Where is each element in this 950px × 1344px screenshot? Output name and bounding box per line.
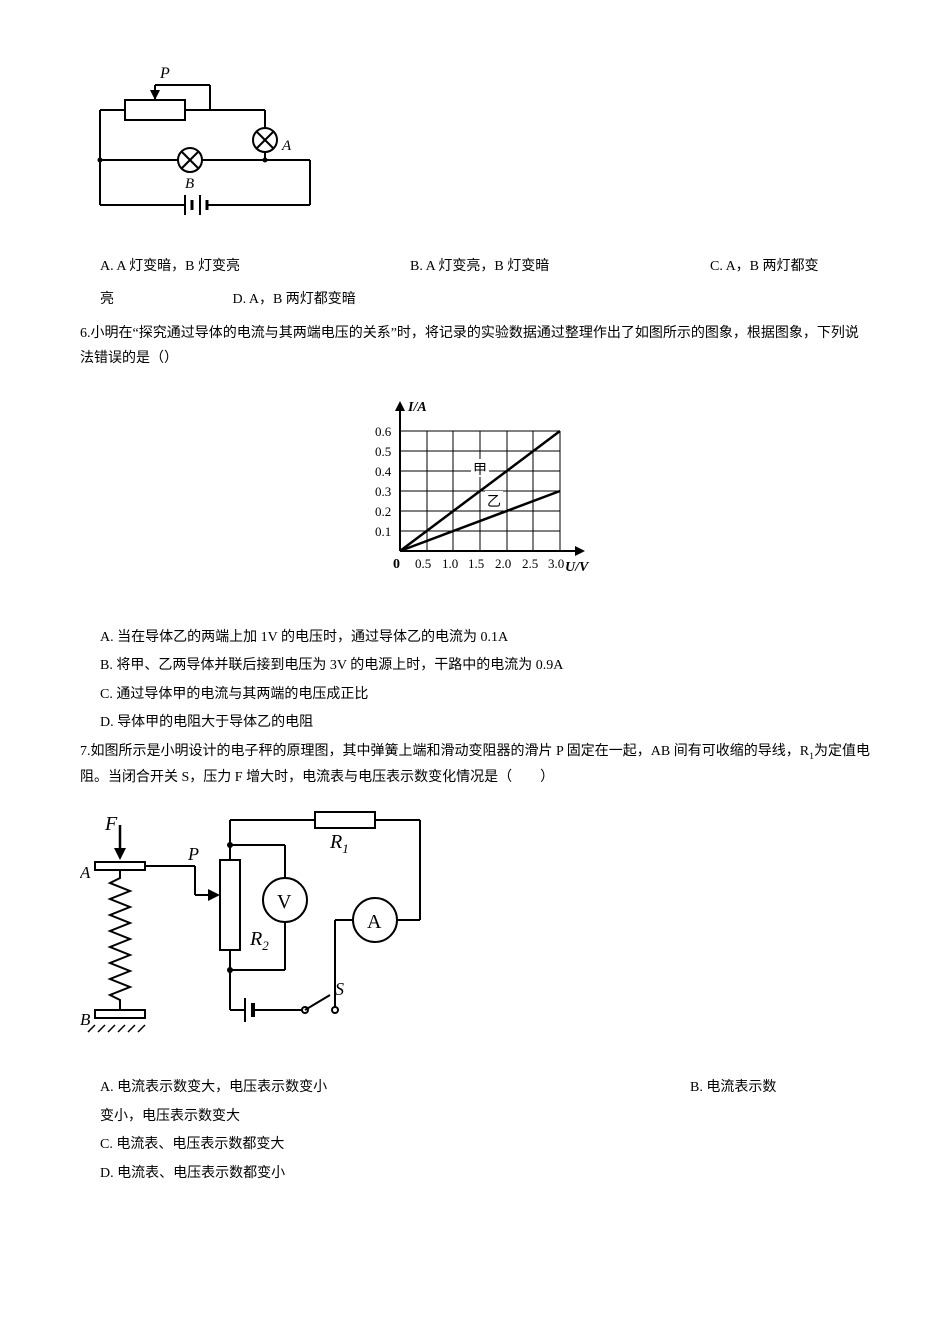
label-a: A <box>281 138 292 154</box>
ytick-2: 0.4 <box>375 464 392 479</box>
q7-text-1: 7.如图所示是小明设计的电子秤的原理图，其中弹簧上端和滑动变阻器的滑片 P 固定… <box>80 744 809 759</box>
q5-option-d: D. A，B 两灯都变暗 <box>233 287 356 312</box>
ytick-1: 0.5 <box>375 444 391 459</box>
label-b2: B <box>80 1010 91 1029</box>
q7-options-row1: A. 电流表示数变大，电压表示数变小 B. 电流表示数 <box>80 1075 870 1100</box>
q7-option-d: D. 电流表、电压表示数都变小 <box>100 1161 870 1186</box>
label-r1: R1 <box>329 831 349 856</box>
circuit-svg: P A B <box>90 60 330 230</box>
q7-circuit-svg: F A B P R1 A <box>80 800 440 1050</box>
ytick-3: 0.3 <box>375 484 391 499</box>
q7-option-a: A. 电流表示数变大，电压表示数变小 <box>100 1075 690 1100</box>
xtick-0: 0.5 <box>415 556 431 571</box>
label-jia: 甲 <box>473 463 487 478</box>
q5-circuit-diagram: P A B <box>90 60 870 239</box>
label-v: V <box>277 891 292 913</box>
xtick-5: 3.0 <box>548 556 564 571</box>
xtick-3: 2.0 <box>495 556 511 571</box>
q5-options-row1: A. A 灯变暗，B 灯变亮 B. A 灯变亮，B 灯变暗 C. A，B 两灯都… <box>80 254 870 279</box>
q5-option-c: C. A，B 两灯都变 <box>710 254 870 279</box>
label-p2: P <box>187 844 199 864</box>
q6-options: A. 当在导体乙的两端上加 1V 的电压时，通过导体乙的电流为 0.1A B. … <box>80 625 870 735</box>
q5-option-c-cont: 亮 <box>100 287 114 312</box>
chart-xlabel: U/V <box>565 560 590 575</box>
q7-circuit-diagram: F A B P R1 A <box>80 800 870 1059</box>
label-s: S <box>335 979 344 999</box>
q6-chart-svg: I/A U/V 0 0.6 0.5 0.4 0.3 0.2 0.1 0.5 1.… <box>345 396 605 586</box>
label-p: P <box>159 65 170 82</box>
xtick-2: 1.5 <box>468 556 484 571</box>
q6-option-a: A. 当在导体乙的两端上加 1V 的电压时，通过导体乙的电流为 0.1A <box>100 625 870 650</box>
q7-option-c: C. 电流表、电压表示数都变大 <box>80 1132 870 1157</box>
q6-option-d: D. 导体甲的电阻大于导体乙的电阻 <box>100 710 870 735</box>
q6-chart-container: I/A U/V 0 0.6 0.5 0.4 0.3 0.2 0.1 0.5 1.… <box>80 396 870 595</box>
q7-option-d-wrap: D. 电流表、电压表示数都变小 <box>80 1161 870 1186</box>
xtick-4: 2.5 <box>522 556 538 571</box>
label-yi: 乙 <box>487 494 501 510</box>
q6-option-c: C. 通过导体甲的电流与其两端的电压成正比 <box>100 682 870 707</box>
q6-option-b: B. 将甲、乙两导体并联后接到电压为 3V 的电源上时，干路中的电流为 0.9A <box>100 653 870 678</box>
chart-origin: 0 <box>393 557 400 572</box>
label-b: B <box>185 176 194 192</box>
q5-option-a: A. A 灯变暗，B 灯变亮 <box>100 254 410 279</box>
label-a2: A <box>80 863 91 882</box>
label-r2: R2 <box>249 928 269 953</box>
q7-text: 7.如图所示是小明设计的电子秤的原理图，其中弹簧上端和滑动变阻器的滑片 P 固定… <box>80 739 870 791</box>
q6-text: 6.小明在“探究通过导体的电流与其两端电压的关系”时，将记录的实验数据通过整理作… <box>80 321 870 371</box>
label-f: F <box>104 813 118 835</box>
ytick-5: 0.1 <box>375 524 391 539</box>
label-amp: A <box>367 911 382 933</box>
ytick-4: 0.2 <box>375 504 391 519</box>
chart-ylabel: I/A <box>407 400 427 415</box>
xtick-1: 1.0 <box>442 556 458 571</box>
q5-option-b: B. A 灯变亮，B 灯变暗 <box>410 254 710 279</box>
ytick-0: 0.6 <box>375 424 392 439</box>
q7-option-b: B. 电流表示数 <box>690 1075 870 1100</box>
q7-option-b-cont: 变小，电压表示数变大 <box>80 1104 870 1129</box>
q5-options-row2: 亮 D. A，B 两灯都变暗 <box>80 287 870 312</box>
